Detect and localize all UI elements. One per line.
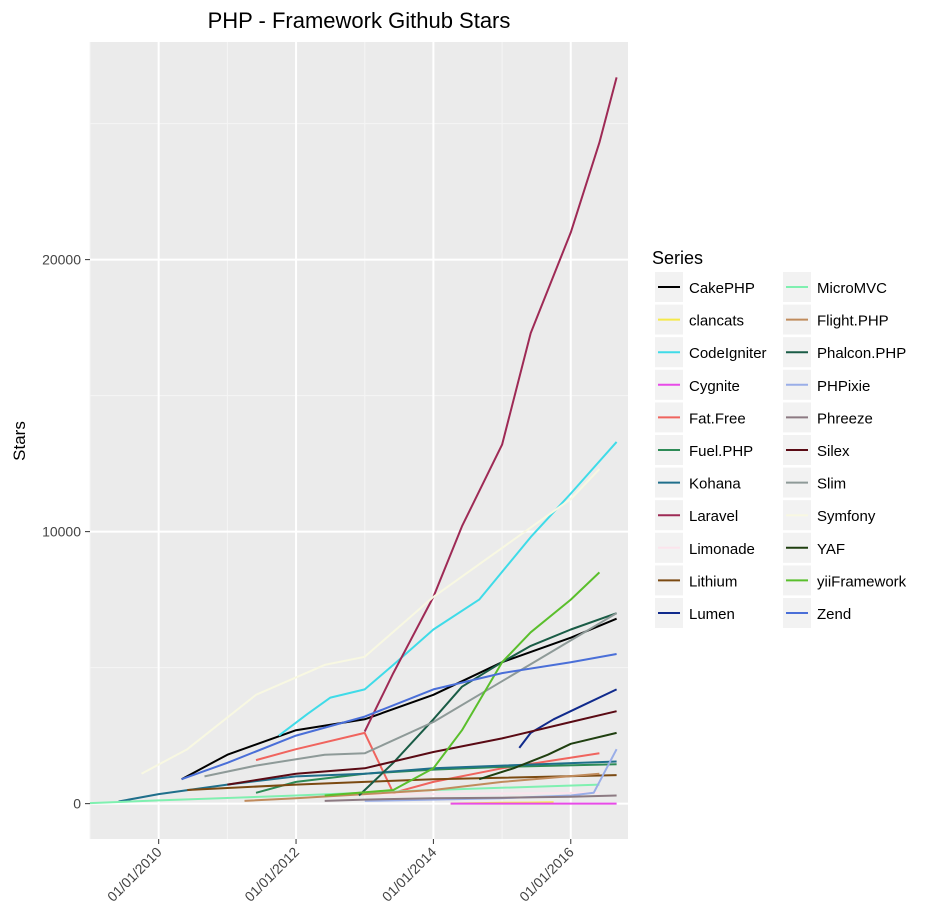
series-line-flight-php [244, 772, 600, 802]
series-line-symfony [141, 468, 601, 775]
plot-panel [90, 42, 628, 839]
y-tick-label: 10000 [42, 524, 81, 540]
legend-label-fat-free: Fat.Free [689, 410, 746, 427]
legend-label-phalcon-php: Phalcon.PHP [817, 345, 906, 362]
legend-label-yiiframework: yiiFramework [817, 573, 907, 590]
legend-label-laravel: Laravel [689, 508, 738, 525]
y-axis-ticks: 0 10000 20000 [42, 252, 90, 812]
legend-title: Series [652, 248, 703, 268]
series-line-kohana [118, 760, 617, 803]
legend-label-cakephp: CakePHP [689, 280, 755, 297]
grid-minor [89, 42, 628, 839]
legend-label-kohana: Kohana [689, 476, 741, 493]
legend: CakePHP clancats CodeIgniter Cygnite Fat.Fre… [655, 272, 907, 628]
legend-label-fuel-php: Fuel.PHP [689, 443, 753, 460]
series-line-silex [227, 710, 617, 786]
chart-title: PHP - Framework Github Stars [208, 8, 511, 33]
series-line-yiiframework [324, 571, 601, 797]
legend-label-silex: Silex [817, 443, 850, 460]
series-line-micromvc [89, 783, 600, 805]
legend-label-micromvc: MicroMVC [817, 280, 887, 297]
series-line-yaf [478, 731, 617, 781]
legend-label-zend: Zend [817, 606, 851, 623]
legend-label-lumen: Lumen [689, 606, 735, 623]
legend-label-limonade: Limonade [689, 541, 755, 558]
series-lines [89, 77, 618, 805]
series-line-lithium [187, 774, 617, 791]
y-axis-label: Stars [10, 421, 29, 461]
series-line-phalcon-php [358, 612, 617, 797]
legend-label-yaf: YAF [817, 541, 845, 558]
legend-label-slim: Slim [817, 476, 846, 493]
y-tick-label: 0 [73, 796, 81, 812]
x-axis-ticks: 01/01/2010 01/01/2012 01/01/2014 01/01/2016 [104, 839, 577, 905]
series-line-phreeze [324, 794, 617, 802]
legend-label-codeigniter: CodeIgniter [689, 345, 767, 362]
x-tick-label: 01/01/2010 [104, 844, 165, 905]
legend-label-phpixie: PHPixie [817, 378, 870, 395]
series-line-slim [204, 612, 618, 778]
series-line-laravel [363, 77, 618, 733]
x-tick-label: 01/01/2012 [241, 844, 302, 905]
series-line-zend [181, 653, 617, 781]
x-tick-label: 01/01/2016 [516, 844, 577, 905]
legend-label-cygnite: Cygnite [689, 378, 740, 395]
legend-label-flight-php: Flight.PHP [817, 313, 889, 330]
y-tick-label: 20000 [42, 252, 81, 268]
legend-label-clancats: clancats [689, 313, 744, 330]
legend-label-lithium: Lithium [689, 573, 737, 590]
series-line-lumen [518, 688, 618, 749]
legend-label-phreeze: Phreeze [817, 410, 873, 427]
grid-major [90, 42, 628, 839]
legend-label-symfony: Symfony [817, 508, 876, 525]
x-tick-label: 01/01/2014 [379, 844, 440, 905]
series-line-cakephp [181, 617, 617, 781]
series-line-codeigniter [278, 441, 618, 737]
